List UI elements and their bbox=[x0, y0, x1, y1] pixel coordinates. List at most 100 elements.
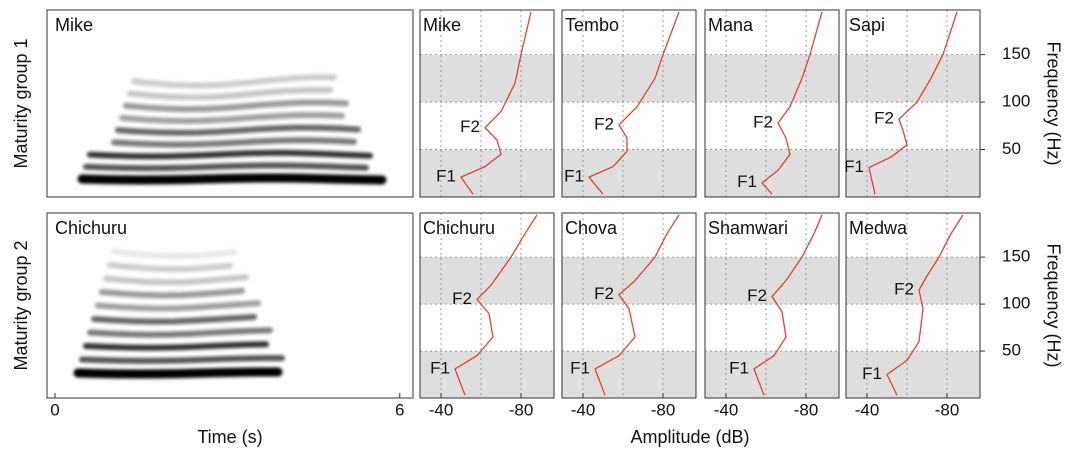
spectral-envelope bbox=[588, 11, 680, 195]
frequency-band bbox=[562, 257, 696, 305]
frequency-band bbox=[420, 257, 554, 305]
x-axis-label: Amplitude (dB) bbox=[630, 427, 749, 447]
row-label: Maturity group 2 bbox=[11, 240, 31, 370]
panel-title: Mike bbox=[423, 15, 461, 35]
panel-title: Shamwari bbox=[708, 218, 788, 238]
panel-frame bbox=[419, 9, 555, 198]
harmonic-band bbox=[83, 341, 269, 351]
frequency-band bbox=[562, 149, 696, 197]
frequency-band bbox=[705, 54, 839, 103]
harmonic-band bbox=[111, 137, 357, 148]
formant-label: F1 bbox=[570, 358, 590, 377]
panel-title: Medwa bbox=[849, 218, 908, 238]
formant-label: F1 bbox=[862, 364, 882, 383]
harmonic-band bbox=[77, 173, 387, 185]
frequency-band bbox=[846, 54, 980, 103]
row-label: Maturity group 1 bbox=[11, 38, 31, 168]
frequency-band bbox=[846, 149, 980, 197]
spectral-envelope bbox=[753, 214, 823, 396]
y-tick-label: 150 bbox=[1002, 247, 1030, 266]
harmonic-band bbox=[111, 248, 237, 260]
frequency-band bbox=[420, 351, 554, 398]
y-axis-label: Frequency (Hz) bbox=[1043, 41, 1063, 165]
x-tick-label: -40 bbox=[571, 400, 596, 419]
x-tick-label: -80 bbox=[935, 400, 960, 419]
y-tick-label: 50 bbox=[1002, 341, 1021, 360]
formant-label: F2 bbox=[747, 286, 767, 305]
spectral-envelope bbox=[886, 214, 964, 396]
harmonic-band bbox=[87, 149, 373, 160]
panel-frame bbox=[845, 9, 981, 198]
harmonic-band bbox=[99, 287, 245, 299]
formant-label: F1 bbox=[430, 358, 450, 377]
frequency-band bbox=[846, 257, 980, 305]
panel-frame bbox=[704, 9, 840, 198]
panel-frame bbox=[561, 212, 697, 399]
harmonic-band bbox=[119, 112, 345, 124]
y-tick-label: 100 bbox=[1002, 92, 1030, 111]
frequency-band bbox=[705, 351, 839, 398]
spectrogram bbox=[77, 74, 387, 185]
panel-title: Chichuru bbox=[423, 218, 495, 238]
spectral-envelope bbox=[460, 11, 532, 195]
harmonic-band bbox=[115, 124, 361, 136]
formant-label: F2 bbox=[594, 284, 614, 303]
frequency-band bbox=[420, 149, 554, 197]
panel-title: Chova bbox=[565, 218, 618, 238]
harmonic-band bbox=[107, 262, 233, 273]
harmonic-band bbox=[87, 327, 273, 338]
formant-label: F1 bbox=[729, 358, 749, 377]
harmonic-band bbox=[95, 300, 261, 312]
panel-title: Sapi bbox=[849, 15, 885, 35]
panel-title: Tembo bbox=[565, 15, 619, 35]
spectral-envelope bbox=[761, 11, 823, 195]
formant-label: F1 bbox=[564, 167, 584, 186]
x-tick-label: -80 bbox=[794, 400, 819, 419]
x-tick-label: -40 bbox=[714, 400, 739, 419]
harmonic-band bbox=[123, 99, 349, 113]
x-tick-label: 0 bbox=[50, 400, 59, 419]
formant-label: F2 bbox=[594, 114, 614, 133]
frequency-band bbox=[846, 351, 980, 398]
frequency-band bbox=[705, 149, 839, 197]
frequency-band bbox=[420, 54, 554, 103]
formant-label: F2 bbox=[460, 117, 480, 136]
formant-label: F2 bbox=[874, 109, 894, 128]
panel-frame bbox=[704, 212, 840, 399]
y-axis-label: Frequency (Hz) bbox=[1043, 243, 1063, 367]
x-tick-label: -80 bbox=[509, 400, 534, 419]
formant-label: F1 bbox=[737, 172, 757, 191]
y-tick-label: 150 bbox=[1002, 44, 1030, 63]
spectrogram-title: Chichuru bbox=[55, 218, 127, 238]
y-tick-label: 50 bbox=[1002, 139, 1021, 158]
harmonic-band bbox=[83, 162, 369, 172]
panel-title: Mana bbox=[708, 15, 754, 35]
x-tick-label: -80 bbox=[651, 400, 676, 419]
harmonic-band bbox=[131, 74, 337, 89]
y-tick-label: 100 bbox=[1002, 294, 1030, 313]
harmonic-band bbox=[103, 274, 249, 286]
x-axis-label: Time (s) bbox=[197, 427, 262, 447]
harmonic-band bbox=[73, 367, 283, 379]
harmonic-band bbox=[127, 86, 333, 101]
panel-frame bbox=[845, 212, 981, 399]
panel-frame bbox=[561, 9, 697, 198]
harmonic-band bbox=[79, 355, 285, 364]
formant-label: F1 bbox=[436, 167, 456, 186]
x-tick-label: -40 bbox=[855, 400, 880, 419]
formant-label: F2 bbox=[894, 279, 914, 298]
formant-label: F1 bbox=[844, 157, 864, 176]
spectrogram bbox=[73, 248, 285, 379]
x-tick-label: -40 bbox=[429, 400, 454, 419]
frequency-band bbox=[562, 54, 696, 103]
formant-label: F2 bbox=[753, 112, 773, 131]
panel-frame bbox=[419, 212, 555, 399]
spectral-envelope bbox=[594, 214, 680, 396]
spectral-envelope bbox=[454, 214, 538, 396]
spectral-envelope bbox=[868, 11, 958, 195]
x-tick-label: 6 bbox=[395, 400, 404, 419]
harmonic-band bbox=[91, 314, 257, 325]
spectrogram-title: Mike bbox=[55, 15, 93, 35]
